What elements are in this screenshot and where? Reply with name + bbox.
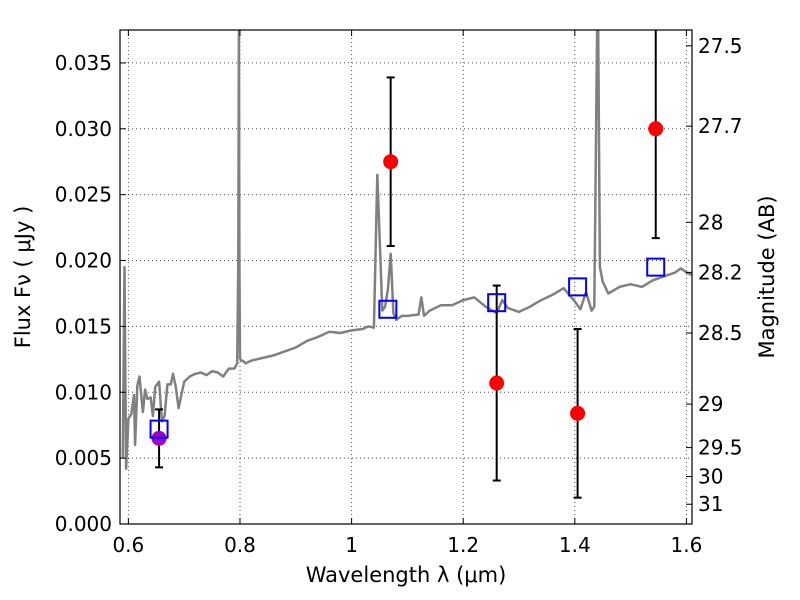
x-tick-label: 1 bbox=[345, 533, 358, 557]
x-axis-label: Wavelength λ (μm) bbox=[306, 563, 507, 587]
right-tick-label: 28.5 bbox=[698, 321, 743, 345]
y-tick-label: 0.035 bbox=[55, 51, 112, 75]
right-tick-label: 30 bbox=[698, 465, 723, 489]
x-tick-labels: 0.6 0.8 1 1.2 1.4 1.6 bbox=[112, 533, 702, 557]
spectrum-line bbox=[121, 30, 692, 470]
data-point bbox=[648, 121, 664, 137]
data-point bbox=[570, 405, 586, 421]
y-axis-label: Flux Fν ( μJy ) bbox=[11, 206, 35, 349]
right-axis-tick-labels: 27.5 27.7 28 28.2 28.5 29 29.5 30 31 bbox=[698, 34, 743, 516]
plot-area bbox=[121, 30, 692, 499]
model-point bbox=[487, 293, 507, 313]
right-tick-label: 29 bbox=[698, 392, 723, 416]
plot-frame bbox=[119, 29, 693, 525]
right-axis-label: Magnitude (AB) bbox=[755, 195, 779, 358]
data-point bbox=[489, 375, 505, 391]
right-tick-label: 28 bbox=[698, 210, 723, 234]
x-tick-label: 1.4 bbox=[559, 533, 591, 557]
model-point bbox=[149, 419, 169, 439]
y-tick-label: 0.000 bbox=[55, 512, 112, 536]
y-tick-label: 0.025 bbox=[55, 183, 112, 207]
x-tick-label: 1.6 bbox=[671, 533, 703, 557]
right-tick-label: 29.5 bbox=[698, 436, 743, 460]
right-tick-label: 28.2 bbox=[698, 260, 743, 284]
right-tick-label: 31 bbox=[698, 492, 723, 516]
y-tick-label: 0.005 bbox=[55, 446, 112, 470]
y-tick-labels: 0.000 0.005 0.010 0.015 0.020 0.025 0.030 0.035 bbox=[55, 51, 112, 536]
axis-ticks bbox=[120, 30, 692, 525]
data-point bbox=[383, 154, 399, 170]
y-tick-label: 0.015 bbox=[55, 314, 112, 338]
x-tick-label: 1.2 bbox=[447, 533, 479, 557]
x-tick-label: 0.6 bbox=[112, 533, 144, 557]
x-tick-label: 0.8 bbox=[224, 533, 256, 557]
y-tick-label: 0.030 bbox=[55, 117, 112, 141]
model-point bbox=[646, 257, 666, 277]
y-tick-label: 0.010 bbox=[55, 380, 112, 404]
right-tick-label: 27.5 bbox=[698, 34, 743, 58]
right-tick-label: 27.7 bbox=[698, 114, 743, 138]
y-tick-label: 0.020 bbox=[55, 249, 112, 273]
data-markers bbox=[149, 121, 666, 446]
model-point bbox=[568, 277, 588, 297]
model-point bbox=[378, 299, 398, 319]
